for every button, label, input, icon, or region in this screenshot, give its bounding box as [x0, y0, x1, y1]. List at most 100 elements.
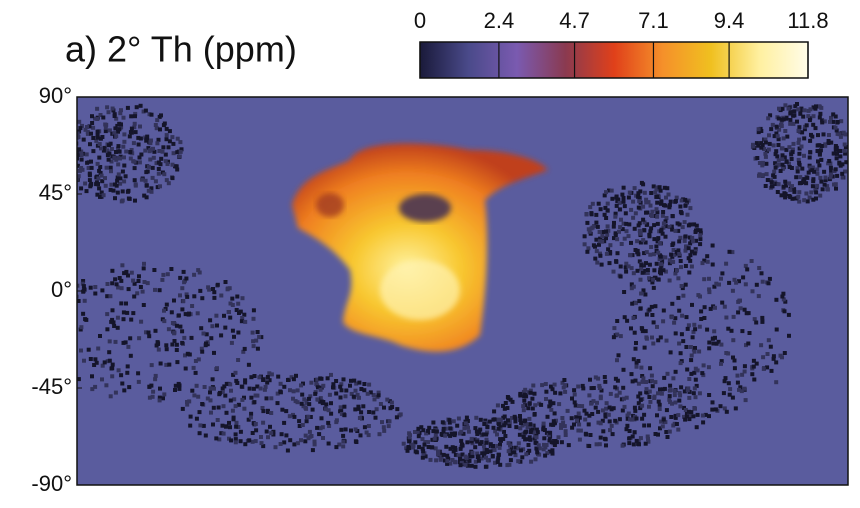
speckle-dot: [687, 396, 691, 400]
speckle-dot: [622, 200, 626, 204]
y-tick-label: 90°: [39, 83, 72, 108]
speckle-dot: [212, 387, 216, 391]
speckle-dot: [612, 326, 616, 330]
speckle-dot: [434, 458, 438, 462]
speckle-dot: [294, 374, 298, 378]
speckle-dot: [585, 221, 589, 225]
speckle-dot: [662, 418, 666, 422]
speckle-dot: [572, 423, 576, 427]
speckle-dot: [208, 318, 212, 322]
speckle-dot: [116, 326, 120, 330]
speckle-dot: [694, 367, 698, 371]
speckle-dot: [683, 198, 687, 202]
speckle-dot: [650, 305, 654, 309]
speckle-dot: [234, 371, 238, 375]
speckle-dot: [190, 304, 194, 308]
speckle-dot: [387, 424, 391, 428]
speckle-dot: [595, 261, 599, 265]
speckle-dot: [796, 107, 800, 111]
speckle-dot: [150, 363, 154, 367]
speckle-dot: [162, 319, 166, 323]
speckle-dot: [282, 421, 286, 425]
speckle-dot: [589, 433, 593, 437]
speckle-dot: [811, 198, 815, 202]
speckle-dot: [160, 278, 164, 282]
speckle-dot: [543, 454, 547, 458]
speckle-dot: [470, 464, 474, 468]
speckle-dot: [641, 238, 645, 242]
speckle-dot: [148, 158, 152, 162]
speckle-dot: [265, 430, 269, 434]
speckle-dot: [768, 277, 772, 281]
speckle-dot: [816, 159, 820, 163]
speckle-dot: [694, 230, 698, 234]
speckle-dot: [430, 445, 434, 449]
speckle-dot: [257, 335, 261, 339]
speckle-dot: [699, 309, 703, 313]
speckle-dot: [822, 170, 826, 174]
speckle-dot: [797, 152, 801, 156]
speckle-dot: [581, 386, 585, 390]
speckle-dot: [58, 326, 62, 330]
speckle-dot: [143, 280, 147, 284]
speckle-dot: [785, 159, 789, 163]
speckle-dot: [563, 424, 567, 428]
speckle-dot: [776, 134, 780, 138]
speckle-dot: [236, 358, 240, 362]
speckle-dot: [282, 440, 286, 444]
speckle-dot: [713, 306, 717, 310]
speckle-dot: [279, 382, 283, 386]
y-tick-label: -45°: [31, 374, 72, 399]
speckle-dot: [507, 396, 511, 400]
speckle-dot: [136, 136, 140, 140]
speckle-dot: [356, 405, 360, 409]
speckle-dot: [797, 190, 801, 194]
speckle-dot: [772, 170, 776, 174]
speckle-dot: [552, 419, 556, 423]
speckle-dot: [670, 302, 674, 306]
speckle-dot: [64, 368, 68, 372]
speckle-dot: [790, 157, 794, 161]
speckle-dot: [459, 447, 463, 451]
speckle-dot: [722, 391, 726, 395]
speckle-dot: [130, 131, 134, 135]
speckle-dot: [685, 315, 689, 319]
speckle-dot: [737, 388, 741, 392]
speckle-dot: [185, 295, 189, 299]
speckle-dot: [133, 114, 137, 118]
speckle-dot: [72, 337, 76, 341]
speckle-dot: [558, 391, 562, 395]
speckle-dot: [117, 144, 121, 148]
speckle-dot: [172, 151, 176, 155]
speckle-dot: [553, 383, 557, 387]
speckle-dot: [175, 168, 179, 172]
speckle-dot: [236, 331, 240, 335]
speckle-dot: [150, 113, 154, 117]
speckle-dot: [300, 393, 304, 397]
speckle-dot: [745, 267, 749, 271]
speckle-dot: [232, 417, 236, 421]
speckle-dot: [818, 176, 822, 180]
speckle-dot: [93, 292, 97, 296]
speckle-dot: [240, 398, 244, 402]
speckle-dot: [726, 352, 730, 356]
speckle-dot: [835, 156, 839, 160]
speckle-dot: [90, 114, 94, 118]
speckle-dot: [613, 215, 617, 219]
speckle-dot: [339, 396, 343, 400]
speckle-dot: [677, 252, 681, 256]
speckle-dot: [216, 283, 220, 287]
speckle-dot: [767, 148, 771, 152]
speckle-dot: [114, 340, 118, 344]
speckle-dot: [784, 192, 788, 196]
speckle-dot: [496, 403, 500, 407]
speckle-dot: [100, 174, 104, 178]
speckle-dot: [673, 393, 677, 397]
speckle-dot: [612, 335, 616, 339]
speckle-dot: [727, 281, 731, 285]
speckle-dot: [87, 348, 91, 352]
speckle-dot: [675, 268, 679, 272]
speckle-dot: [196, 311, 200, 315]
speckle-dot: [601, 408, 605, 412]
speckle-dot: [68, 323, 72, 327]
